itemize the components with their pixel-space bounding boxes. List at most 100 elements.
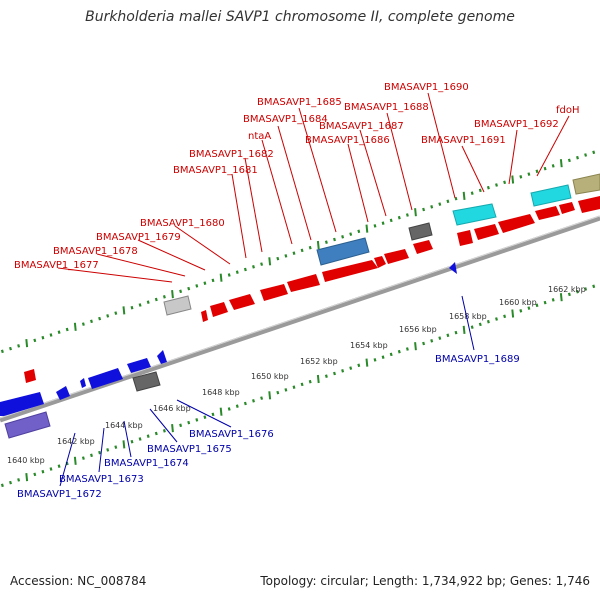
gene-label[interactable]: BMASAVP1_1676 <box>189 429 274 440</box>
tick-mark <box>414 208 417 217</box>
gene-label[interactable]: BMASAVP1_1675 <box>147 444 232 455</box>
gene-feature[interactable] <box>559 202 575 214</box>
gene-label[interactable]: BMASAVP1_1682 <box>189 149 274 160</box>
scale-labels: 1640 kbp 1642 kbp 1644 kbp 1646 kbp 1648… <box>7 285 586 465</box>
tick-mark <box>9 346 12 351</box>
gene-feature[interactable] <box>24 369 36 383</box>
tick-mark <box>276 256 280 261</box>
tick-mark <box>179 289 183 294</box>
gene-feature[interactable] <box>260 284 288 301</box>
tick-mark <box>543 300 547 305</box>
gene-label[interactable]: BMASAVP1_1690 <box>384 82 469 93</box>
tick-mark <box>422 341 426 346</box>
tick-marks <box>0 150 596 488</box>
tick-mark <box>284 388 288 392</box>
tick-mark <box>478 322 482 327</box>
scale-label: 1640 kbp <box>7 456 45 465</box>
gene-feature[interactable] <box>163 295 192 316</box>
gene-feature[interactable] <box>80 378 86 388</box>
tick-mark <box>57 464 61 468</box>
tick-mark <box>478 188 482 193</box>
gene-feature[interactable] <box>408 222 433 241</box>
gene-label[interactable]: BMASAVP1_1679 <box>96 232 181 243</box>
scale-label: 1646 kbp <box>153 404 191 413</box>
gene-feature[interactable] <box>530 184 572 207</box>
gene-feature[interactable] <box>535 206 560 220</box>
gene-feature[interactable] <box>578 196 600 213</box>
tick-mark <box>381 221 385 225</box>
gene-label[interactable]: fdoH <box>556 105 580 116</box>
tick-mark <box>17 478 21 482</box>
gene-feature[interactable] <box>210 302 228 317</box>
tick-mark <box>559 293 563 302</box>
tick-mark <box>154 297 158 302</box>
tick-mark <box>276 390 280 395</box>
gene-feature[interactable] <box>457 230 473 246</box>
tick-mark <box>430 339 434 343</box>
scale-label: 1658 kbp <box>449 312 487 321</box>
tick-mark <box>511 309 515 318</box>
gene-label[interactable]: BMASAVP1_1688 <box>344 102 429 113</box>
tick-mark <box>171 424 174 433</box>
tick-mark <box>414 342 417 351</box>
gene-label[interactable]: BMASAVP1_1677 <box>14 260 99 271</box>
gene-feature[interactable] <box>127 358 151 373</box>
scale-label: 1644 kbp <box>105 421 143 430</box>
gene-label[interactable]: BMASAVP1_1689 <box>435 354 520 365</box>
gene-label[interactable]: BMASAVP1_1691 <box>421 135 506 146</box>
gene-feature[interactable] <box>449 262 457 274</box>
gene-feature[interactable] <box>374 256 386 268</box>
gene-feature[interactable] <box>572 173 600 195</box>
gene-feature[interactable] <box>316 237 370 266</box>
tick-mark <box>33 338 37 343</box>
gene-feature[interactable] <box>4 411 51 439</box>
tick-mark <box>243 267 247 272</box>
tick-mark <box>486 185 490 190</box>
gene-feature[interactable] <box>322 260 378 282</box>
gene-label[interactable]: BMASAVP1_1674 <box>104 458 189 469</box>
gene-feature[interactable] <box>384 249 409 264</box>
gene-feature[interactable] <box>498 214 535 233</box>
gene-feature[interactable] <box>201 310 208 322</box>
tick-mark <box>308 245 312 250</box>
tick-mark <box>211 278 215 283</box>
gene-feature[interactable] <box>56 386 70 400</box>
tick-mark <box>195 284 199 288</box>
gene-label[interactable]: BMASAVP1_1678 <box>53 246 138 257</box>
gene-feature[interactable] <box>229 294 255 310</box>
tick-mark <box>559 159 563 168</box>
tick-mark <box>0 349 4 354</box>
tick-mark <box>365 224 369 233</box>
gene-feature[interactable] <box>132 371 161 392</box>
gene-label[interactable]: BMASAVP1_1681 <box>173 165 258 176</box>
map-title: Burkholderia mallei SAVP1 chromosome II,… <box>85 9 515 25</box>
tick-mark <box>357 229 361 234</box>
tick-mark <box>308 379 312 384</box>
gene-label[interactable]: BMASAVP1_1673 <box>59 474 144 485</box>
gene-label[interactable]: BMASAVP1_1685 <box>257 97 342 108</box>
tick-mark <box>397 349 401 354</box>
gene-label[interactable]: BMASAVP1_1680 <box>140 218 225 229</box>
tick-mark <box>98 450 102 455</box>
tick-mark <box>49 467 53 471</box>
gene-label[interactable]: BMASAVP1_1672 <box>17 489 102 500</box>
gene-label[interactable]: BMASAVP1_1687 <box>319 121 404 132</box>
tick-mark <box>519 309 523 313</box>
tick-mark <box>292 385 296 389</box>
gene-label[interactable]: ntaA <box>248 131 271 142</box>
gene-feature[interactable] <box>157 350 167 364</box>
gene-feature[interactable] <box>0 392 44 416</box>
gene-label[interactable]: BMASAVP1_1692 <box>474 119 559 130</box>
gene-feature[interactable] <box>88 368 123 389</box>
gene-feature[interactable] <box>413 240 433 254</box>
gene-label[interactable]: BMASAVP1_1686 <box>305 135 390 146</box>
gene-feature[interactable] <box>452 203 497 226</box>
tick-mark <box>316 240 320 250</box>
tick-mark <box>373 224 377 228</box>
tick-mark <box>592 150 596 155</box>
gene-feature[interactable] <box>287 274 320 292</box>
tick-mark <box>284 254 288 258</box>
gene-feature[interactable] <box>474 224 499 240</box>
label-leader-lines <box>57 92 570 487</box>
gene-label[interactable]: BMASAVP1_1684 <box>243 114 328 125</box>
